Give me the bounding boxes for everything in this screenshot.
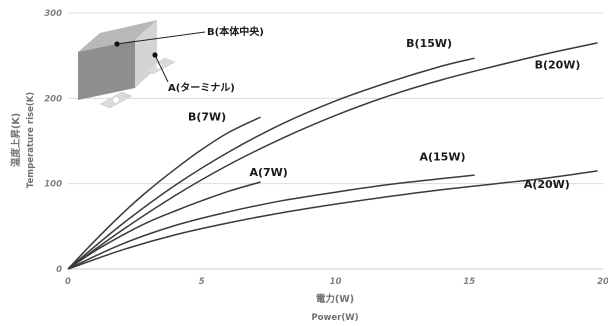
x-axis-title-en: Power(W) bbox=[311, 313, 358, 323]
terminal-left-hole bbox=[113, 97, 119, 103]
inset-label-a: A(ターミナル) bbox=[168, 82, 235, 94]
marker-a bbox=[152, 52, 158, 58]
component-front-face bbox=[78, 40, 135, 100]
series-line-b-7w bbox=[67, 116, 261, 270]
terminal-right-hole bbox=[156, 63, 162, 69]
x-tick-label: 0 bbox=[65, 277, 71, 287]
y-axis-title-en: Temperature rise(K) bbox=[26, 92, 36, 188]
axes: 0 100 200 300 0 5 10 15 20 bbox=[44, 9, 608, 287]
x-tick-label: 10 bbox=[330, 277, 342, 287]
y-tick-label: 0 bbox=[56, 265, 62, 275]
curve-label-b-20w: B(20W) bbox=[535, 58, 581, 71]
series-line-b-15w bbox=[67, 57, 475, 270]
curve-label-a-20w: A(20W) bbox=[524, 178, 570, 191]
x-tick-label: 20 bbox=[597, 277, 608, 287]
y-axis-title: 温度上昇(K) bbox=[10, 113, 22, 167]
curve-labels: B(7W) A(7W) B(15W) A(15W) B(20W) A(20W) bbox=[188, 37, 580, 191]
marker-b bbox=[114, 41, 120, 47]
y-tick-label: 100 bbox=[44, 180, 62, 190]
x-tick-label: 15 bbox=[463, 277, 475, 287]
series-line-a-15w bbox=[67, 174, 475, 270]
x-axis-title: 電力(W) bbox=[316, 293, 354, 305]
y-tick-label: 300 bbox=[44, 9, 62, 19]
component-top-face bbox=[78, 20, 157, 52]
component-diagram: B(本体中央) A(ターミナル) bbox=[78, 20, 264, 109]
leader-line-a bbox=[154, 54, 169, 83]
y-tick-label: 200 bbox=[44, 94, 62, 104]
inset-label-b: B(本体中央) bbox=[207, 25, 264, 38]
series-curves bbox=[67, 42, 598, 270]
curve-label-b-7w: B(7W) bbox=[188, 111, 226, 124]
curve-label-b-15w: B(15W) bbox=[406, 37, 452, 50]
curve-label-a-7w: A(7W) bbox=[249, 166, 287, 179]
series-line-b-20w bbox=[67, 42, 598, 270]
leader-line-b bbox=[116, 31, 206, 45]
series-line-a-7w bbox=[67, 181, 261, 270]
series-line-a-20w bbox=[67, 170, 598, 270]
x-tick-label: 5 bbox=[199, 277, 205, 287]
curve-label-a-15w: A(15W) bbox=[419, 151, 465, 164]
